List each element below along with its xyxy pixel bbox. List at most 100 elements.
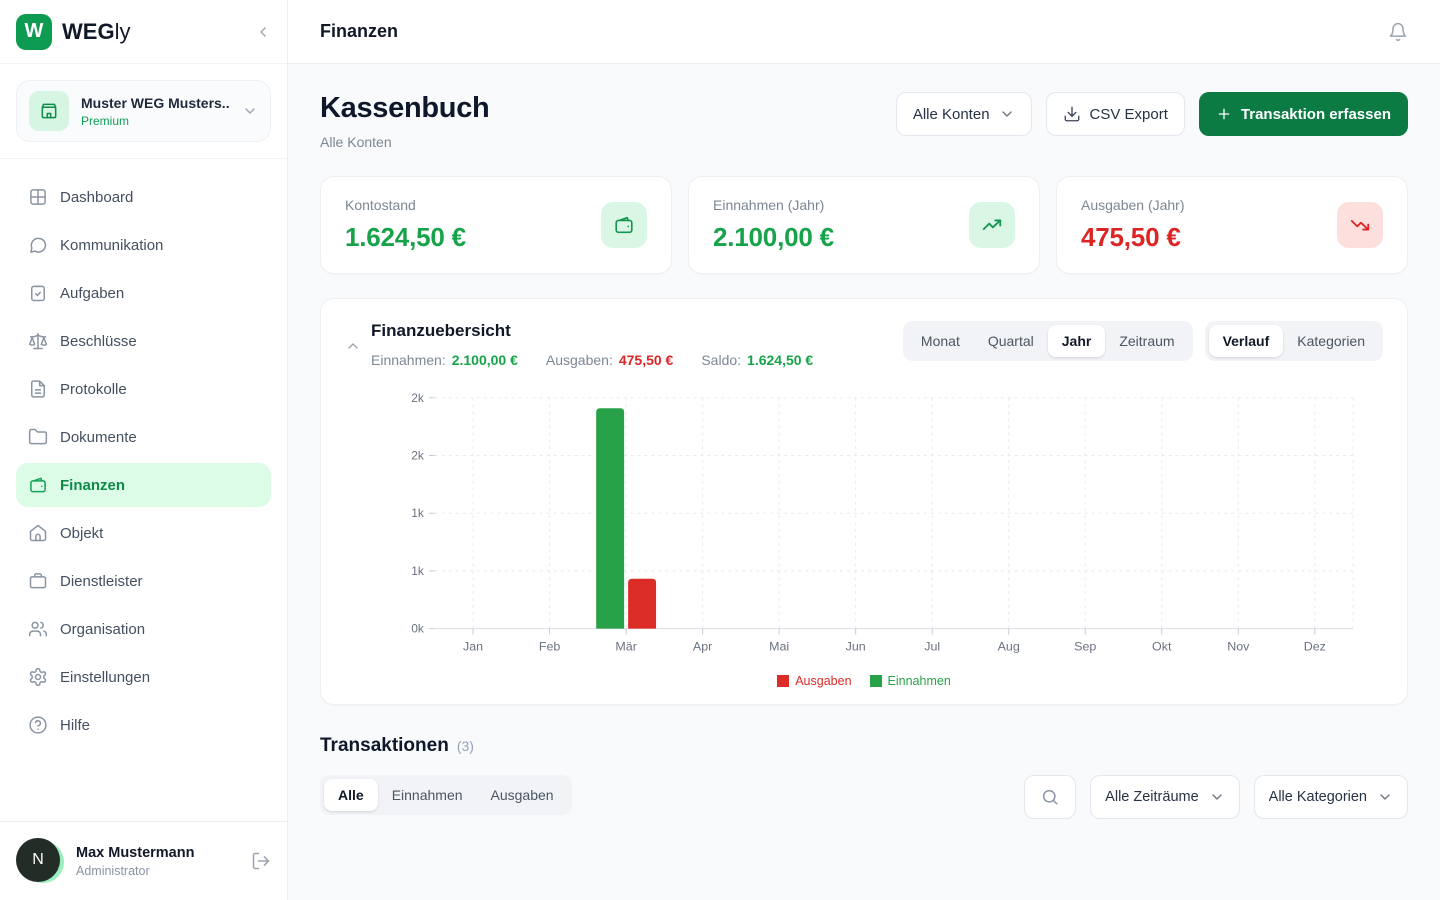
sidebar-item-hilfe[interactable]: Hilfe [16,703,271,747]
chevron-down-icon [1380,794,1390,800]
download-icon [1064,106,1079,122]
svg-text:Apr: Apr [693,639,712,653]
file-text-icon [31,380,45,398]
stat-label: Einnahmen (Jahr) [713,197,825,213]
sidebar-item-dienstleister[interactable]: Dienstleister [16,559,271,603]
avatar[interactable]: N [16,838,64,884]
sidebar-item-organisation[interactable]: Organisation [16,607,271,651]
svg-text:Jul: Jul [924,639,940,653]
svg-text:Feb: Feb [539,639,561,653]
period-segmented-control: Monat Quartal Jahr Zeitraum [902,321,1193,361]
clipboard-check-icon [31,285,45,302]
summary-ausgaben: 475,50 € [618,352,674,368]
sidebar-item-protokolle[interactable]: Protokolle [16,367,271,411]
sidebar-item-dokumente[interactable]: Dokumente [16,415,271,459]
account-selector[interactable]: Muster WEG Musters... Premium [16,80,271,142]
page-title: Kassenbuch [320,92,490,124]
logo-text: WEGly [62,18,131,44]
tab-verlauf[interactable]: Verlauf [1208,325,1284,357]
transactions-section: Transaktionen (3) Alle Einnahmen Ausgabe… [320,735,1408,819]
sidebar: W WEGly Muster WEG Musters... Premium Da… [0,0,288,900]
chart-canvas: 0k 1k 1k 2k 2k Jan Feb Mär Apr Mai Jun Jul Aug Sep Okt… [411,391,1354,653]
account-plan-badge: Premium [81,113,130,128]
legend-einnahmen: Einnahmen [869,674,951,688]
view-segmented-control: Verlauf Kategorien [1204,321,1383,361]
sidebar-item-kommunikation[interactable]: Kommunikation [16,223,271,267]
user-role: Administrator [76,863,150,878]
sidebar-item-dashboard[interactable]: Dashboard [16,175,271,219]
chart-title: Finanzuebersicht [371,321,511,340]
stat-card-kontostand: Kontostand 1.624,50 € [320,176,672,274]
sidebar-item-einstellungen[interactable]: Einstellungen [16,655,271,699]
app-logo: W WEGly [16,13,131,50]
sidebar-item-beschluesse[interactable]: Beschlüsse [16,319,271,363]
transactions-title: Transaktionen [320,735,449,756]
stat-value: 1.624,50 € [345,222,466,252]
stat-label: Ausgaben (Jahr) [1081,197,1185,213]
svg-text:2k: 2k [411,391,424,405]
plus-icon [1218,108,1230,120]
svg-text:1k: 1k [411,506,424,520]
account-name: Muster WEG Musters... [81,94,230,111]
svg-text:Dez: Dez [1304,639,1326,653]
tab-quartal[interactable]: Quartal [974,325,1048,357]
tab-kategorien[interactable]: Kategorien [1283,325,1379,357]
tab-monat[interactable]: Monat [907,325,974,357]
collapse-chart-button[interactable] [345,323,361,368]
stat-card-ausgaben: Ausgaben (Jahr) 475,50 € [1056,176,1408,274]
svg-text:Jan: Jan [463,639,483,653]
transactions-count: (3) [456,738,474,754]
tab-alle[interactable]: Alle [324,779,378,811]
chat-icon [30,237,47,253]
sidebar-header: W WEGly [0,0,287,64]
user-name: Max Mustermann [76,844,195,861]
csv-export-button[interactable]: CSV Export [1045,92,1185,136]
users-icon [28,621,48,637]
sidebar-item-aufgaben[interactable]: Aufgaben [16,271,271,315]
folder-icon [28,428,48,445]
trending-up-icon [969,202,1015,248]
chevron-down-icon [1211,794,1222,800]
svg-text:Okt: Okt [1152,639,1172,653]
notifications-button[interactable] [1388,22,1408,42]
add-transaction-button[interactable]: Transaktion erfassen [1198,92,1408,136]
page-subtitle: Alle Konten [320,134,392,150]
sidebar-item-finanzen[interactable]: Finanzen [16,463,271,507]
sidebar-user: N Max Mustermann Administrator [0,821,287,900]
divider [0,158,287,159]
sidebar-item-objekt[interactable]: Objekt [16,511,271,555]
topbar-title: Finanzen [320,21,399,41]
logout-icon [252,852,270,870]
topbar: Finanzen [288,0,1440,64]
account-filter-select[interactable]: Alle Konten [895,92,1032,136]
svg-text:2k: 2k [411,449,424,463]
avatar-initial: N [16,838,60,882]
svg-text:1k: 1k [411,564,424,578]
svg-text:Nov: Nov [1227,639,1250,653]
tab-ausgaben[interactable]: Ausgaben [477,779,568,811]
chevron-down-icon [1001,111,1012,117]
summary-saldo: 1.624,50 € [747,352,814,368]
page-content: Kassenbuch Alle Konten Alle Konten CSV E… [288,64,1440,900]
tab-jahr[interactable]: Jahr [1047,325,1106,357]
finance-overview-card: Finanzuebersicht Einnahmen: 2.100,00 € Au… [320,298,1408,705]
chevron-up-icon [348,342,358,349]
sidebar-collapse-button[interactable] [255,24,271,40]
stat-label: Kontostand [345,197,416,213]
svg-text:Mär: Mär [615,639,636,653]
chevron-left-icon [260,26,266,37]
sidebar-nav: Dashboard Kommunikation Aufgaben Beschlü… [0,159,287,821]
kategorien-filter-select[interactable]: Alle Kategorien [1253,775,1408,819]
logout-button[interactable] [251,851,271,871]
svg-text:0k: 0k [411,622,424,636]
search-input[interactable] [1024,775,1077,819]
zeitraum-filter-select[interactable]: Alle Zeiträume [1090,775,1240,819]
wallet-icon [601,202,647,248]
bell-icon [1389,22,1407,41]
tab-einnahmen[interactable]: Einnahmen [378,779,477,811]
main-area: Finanzen Kassenbuch Alle Konten Alle Kon… [288,0,1440,900]
logo-badge: W [16,13,52,50]
tab-zeitraum[interactable]: Zeitraum [1105,325,1188,357]
svg-text:Jun: Jun [846,639,866,653]
scale-icon [28,332,48,350]
